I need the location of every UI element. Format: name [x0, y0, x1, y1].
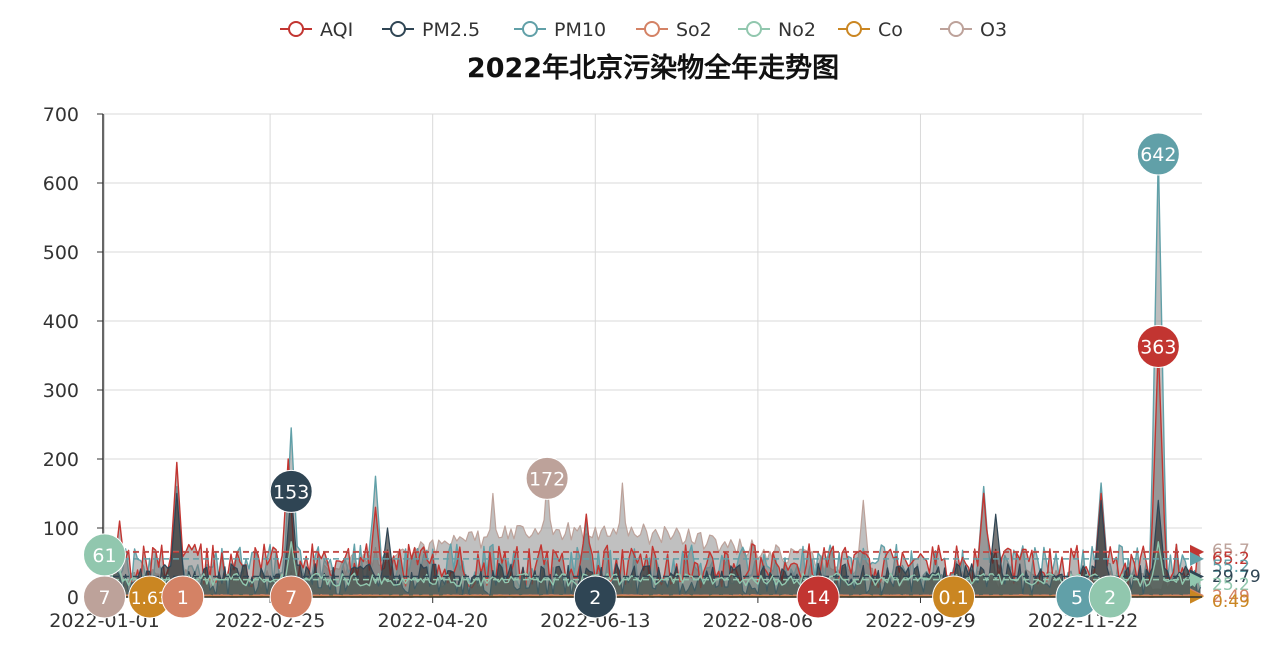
- y-tick-label: 300: [43, 380, 79, 402]
- markpoint-bubble: [1088, 575, 1132, 619]
- markpoint-no2-max: 61: [83, 533, 127, 577]
- markpoint-bubble: [1136, 132, 1180, 176]
- series-area: [104, 541, 1201, 597]
- markpoint-bubble: [269, 575, 313, 619]
- markpoint-pm10-max: 642: [1136, 132, 1180, 176]
- x-tick-label: 2022-02-25: [215, 610, 325, 632]
- legend-item-pm10[interactable]: PM10: [514, 19, 606, 41]
- markpoint-label: 0.1: [938, 587, 968, 609]
- legend-item-pm25[interactable]: PM2.5: [382, 19, 480, 41]
- series-pm10: [103, 153, 1202, 597]
- average-label: 65.7: [1212, 541, 1250, 561]
- legend-item-so2[interactable]: So2: [636, 19, 712, 41]
- markpoint-pm25-min: 2: [573, 575, 617, 619]
- legend-marker: [522, 21, 538, 37]
- markpoint-pm25-max: 153: [269, 469, 313, 513]
- markpoint-bubble: [161, 575, 205, 619]
- y-tick-label: 500: [43, 242, 79, 264]
- markpoint-bubble: [525, 456, 569, 500]
- y-tick-label: 600: [43, 173, 79, 195]
- legend-marker: [948, 21, 964, 37]
- average-label: 55.2: [1212, 557, 1250, 577]
- markpoint-label: 7: [285, 587, 297, 609]
- markpoint-so2-min: 1: [161, 575, 205, 619]
- markpoint-label: 2: [1104, 587, 1116, 609]
- x-tick-label: 2022-06-13: [540, 610, 650, 632]
- markpoint-label: 5: [1071, 587, 1083, 609]
- markpoint-co-min: 0.1: [932, 575, 976, 619]
- average-label: 2.49: [1212, 587, 1250, 607]
- y-tick-label: 700: [43, 104, 79, 126]
- series-line: [103, 153, 1202, 589]
- legend-marker: [390, 21, 406, 37]
- legend-label: O3: [980, 19, 1007, 41]
- legend-label: PM2.5: [422, 19, 480, 41]
- average-label: 65.2: [1212, 549, 1250, 569]
- markpoint-aqi-min: 14: [796, 575, 840, 619]
- legend-item-aqi[interactable]: AQI: [280, 19, 353, 41]
- legend-label: PM10: [554, 19, 606, 41]
- markpoint-label: 363: [1140, 337, 1176, 359]
- y-tick-label: 0: [67, 587, 79, 609]
- markpoint-label: 61: [92, 545, 116, 567]
- markpoint-o3-min: 7: [83, 575, 127, 619]
- legend-item-o3[interactable]: O3: [940, 19, 1007, 41]
- markpoint-label: 2: [589, 587, 601, 609]
- markpoint-o3-max: 172: [525, 456, 569, 500]
- markpoint-label: 1.63: [131, 589, 169, 609]
- average-label: 25.2: [1212, 575, 1250, 595]
- average-label: 29.79: [1212, 567, 1261, 587]
- markpoint-label: 7: [98, 587, 110, 609]
- legend-item-co[interactable]: Co: [838, 19, 903, 41]
- markpoint-bubble: [796, 575, 840, 619]
- markpoint-bubble: [269, 469, 313, 513]
- legend-label: No2: [778, 19, 816, 41]
- grid: [103, 113, 1202, 597]
- average-label: 0.49: [1212, 592, 1250, 612]
- x-tick-label: 2022-08-06: [703, 610, 813, 632]
- legend-marker: [644, 21, 660, 37]
- legend-marker: [746, 21, 762, 37]
- legend-label: AQI: [320, 19, 353, 41]
- markpoint-so2-max: 7: [269, 575, 313, 619]
- markpoint-no2-min: 2: [1088, 575, 1132, 619]
- average-arrow: [1190, 572, 1204, 587]
- legend-label: Co: [878, 19, 903, 41]
- markpoint-bubble: [1136, 325, 1180, 369]
- markpoint-bubble: [932, 575, 976, 619]
- markpoint-label: 642: [1140, 144, 1176, 166]
- series-layer: [103, 153, 1202, 598]
- y-tick-label: 400: [43, 311, 79, 333]
- x-tick-label: 2022-04-20: [377, 610, 487, 632]
- markpoint-label: 14: [806, 587, 830, 609]
- legend-marker: [846, 21, 862, 37]
- legend-marker: [288, 21, 304, 37]
- markpoint-aqi-max: 363: [1136, 325, 1180, 369]
- series-line: [103, 490, 1202, 597]
- legend: AQI PM2.5 PM10 So2 No2 Co O3: [280, 19, 1007, 41]
- y-tick-label: 200: [43, 449, 79, 471]
- markpoint-label: 1: [177, 587, 189, 609]
- y-tick-label: 100: [43, 518, 79, 540]
- legend-item-no2[interactable]: No2: [738, 19, 816, 41]
- markpoint-bubble: [83, 533, 127, 577]
- average-line-pm10: 55.2: [103, 551, 1250, 577]
- markpoint-label: 172: [529, 468, 565, 490]
- markpoint-bubble: [573, 575, 617, 619]
- average-arrow: [1190, 551, 1204, 566]
- series-area: [104, 154, 1201, 597]
- legend-label: So2: [676, 19, 712, 41]
- chart-title: 2022年北京污染物全年走势图: [467, 52, 839, 84]
- markpoint-label: 153: [273, 481, 309, 503]
- x-tick-label: 2022-01-01: [49, 610, 159, 632]
